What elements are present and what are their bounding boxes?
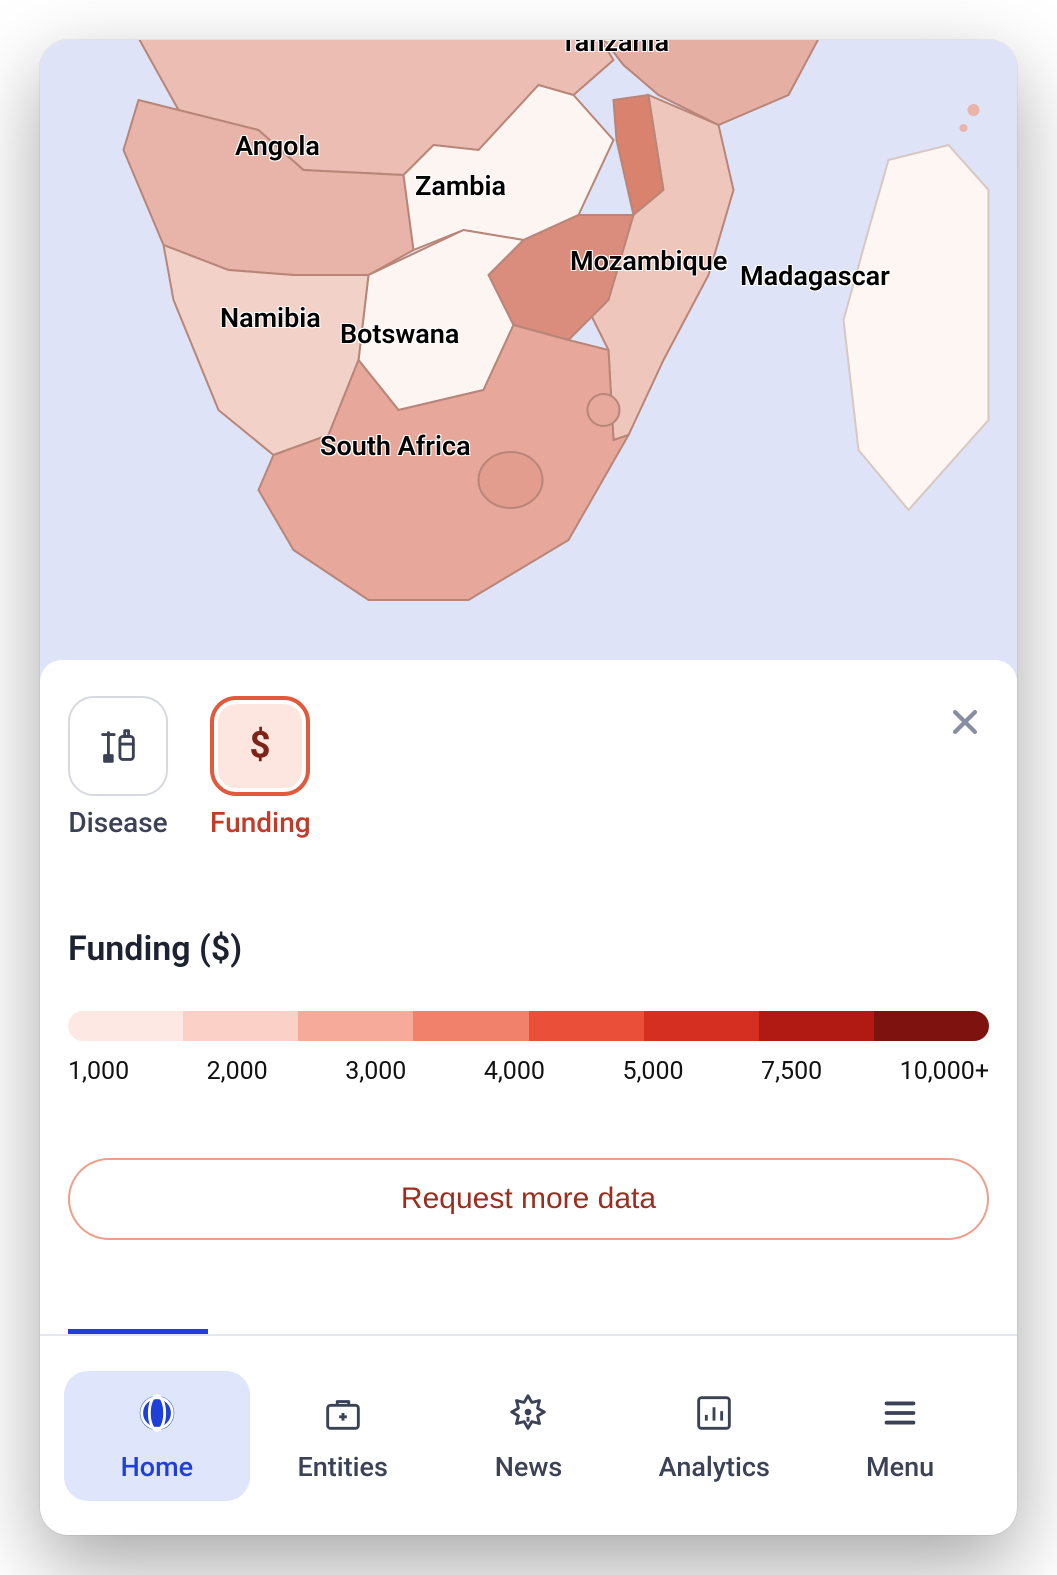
disease-icon — [95, 723, 141, 769]
legend-tick: 2,000 — [207, 1057, 346, 1086]
legend-segment — [759, 1011, 874, 1041]
nav-menu[interactable]: Menu — [807, 1371, 993, 1501]
country-madagascar[interactable] — [844, 145, 989, 510]
nav-entities[interactable]: Entities — [250, 1371, 436, 1501]
country-lesotho[interactable] — [479, 452, 543, 508]
divider — [40, 1334, 1017, 1335]
map-label: Tanzania — [560, 40, 669, 58]
tab-chip — [68, 696, 168, 796]
tab-chip: $ — [210, 696, 310, 796]
nav-analytics[interactable]: Analytics — [621, 1371, 807, 1501]
map-label: Botswana — [340, 318, 459, 350]
legend-segment — [644, 1011, 759, 1041]
tab-label: Funding — [210, 806, 311, 839]
map-label: South Africa — [320, 430, 471, 462]
globe-icon — [133, 1389, 181, 1437]
analytics-icon — [690, 1389, 738, 1437]
close-icon — [948, 705, 982, 739]
legend-tick: 7,500 — [761, 1057, 900, 1086]
briefcase-icon — [319, 1389, 367, 1437]
map-label: Madagascar — [740, 260, 890, 292]
nav-home[interactable]: Home — [64, 1371, 250, 1501]
legend-segment — [183, 1011, 298, 1041]
layer-tabs: Disease $ Funding — [68, 696, 989, 839]
tab-funding[interactable]: $ Funding — [210, 696, 311, 839]
country-eswatini[interactable] — [588, 394, 620, 426]
nav-label: Home — [121, 1451, 193, 1483]
legend-bar — [68, 1011, 989, 1041]
info-panel: Disease $ Funding Funding ($) 1,0002,000… — [40, 660, 1017, 1335]
nav-news[interactable]: News — [436, 1371, 622, 1501]
legend-segment — [298, 1011, 413, 1041]
map-region[interactable]: Tanzania Angola Zambia Mozambique Madaga… — [40, 40, 1017, 680]
nav-label: News — [495, 1451, 563, 1483]
app-screen: Tanzania Angola Zambia Mozambique Madaga… — [40, 40, 1017, 1535]
menu-icon — [876, 1389, 924, 1437]
map-label: Zambia — [415, 170, 506, 202]
legend-tick: 5,000 — [622, 1057, 761, 1086]
legend-segment — [68, 1011, 183, 1041]
legend-tick: 1,000 — [68, 1057, 207, 1086]
dollar-icon: $ — [240, 726, 280, 766]
nav-label: Entities — [298, 1451, 388, 1483]
legend-ticks: 1,0002,0003,0004,0005,0007,50010,000+ — [68, 1057, 989, 1086]
nav-label: Analytics — [659, 1451, 770, 1483]
map-label: Namibia — [220, 302, 321, 334]
close-button[interactable] — [943, 700, 987, 744]
legend-tick: 3,000 — [345, 1057, 484, 1086]
legend-segment — [413, 1011, 528, 1041]
legend: 1,0002,0003,0004,0005,0007,50010,000+ — [68, 1011, 989, 1086]
legend-tick: 10,000+ — [900, 1057, 989, 1086]
request-more-data-button[interactable]: Request more data — [68, 1158, 989, 1240]
tab-disease[interactable]: Disease — [68, 696, 168, 839]
legend-segment — [529, 1011, 644, 1041]
map-label: Angola — [235, 130, 320, 162]
section-title: Funding ($) — [68, 929, 989, 969]
bottom-nav: Home Entities News Analytics Menu — [40, 1335, 1017, 1535]
nav-label: Menu — [866, 1451, 934, 1483]
map-label: Mozambique — [570, 245, 727, 277]
tab-label: Disease — [68, 806, 167, 839]
burst-icon — [504, 1389, 552, 1437]
svg-text:$: $ — [250, 726, 271, 766]
legend-segment — [874, 1011, 989, 1041]
africa-map-svg — [40, 40, 1017, 680]
legend-tick: 4,000 — [484, 1057, 623, 1086]
